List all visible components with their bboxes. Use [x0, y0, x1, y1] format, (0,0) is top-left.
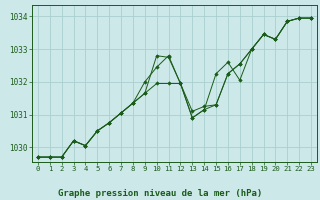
Text: Graphe pression niveau de la mer (hPa): Graphe pression niveau de la mer (hPa) — [58, 189, 262, 198]
